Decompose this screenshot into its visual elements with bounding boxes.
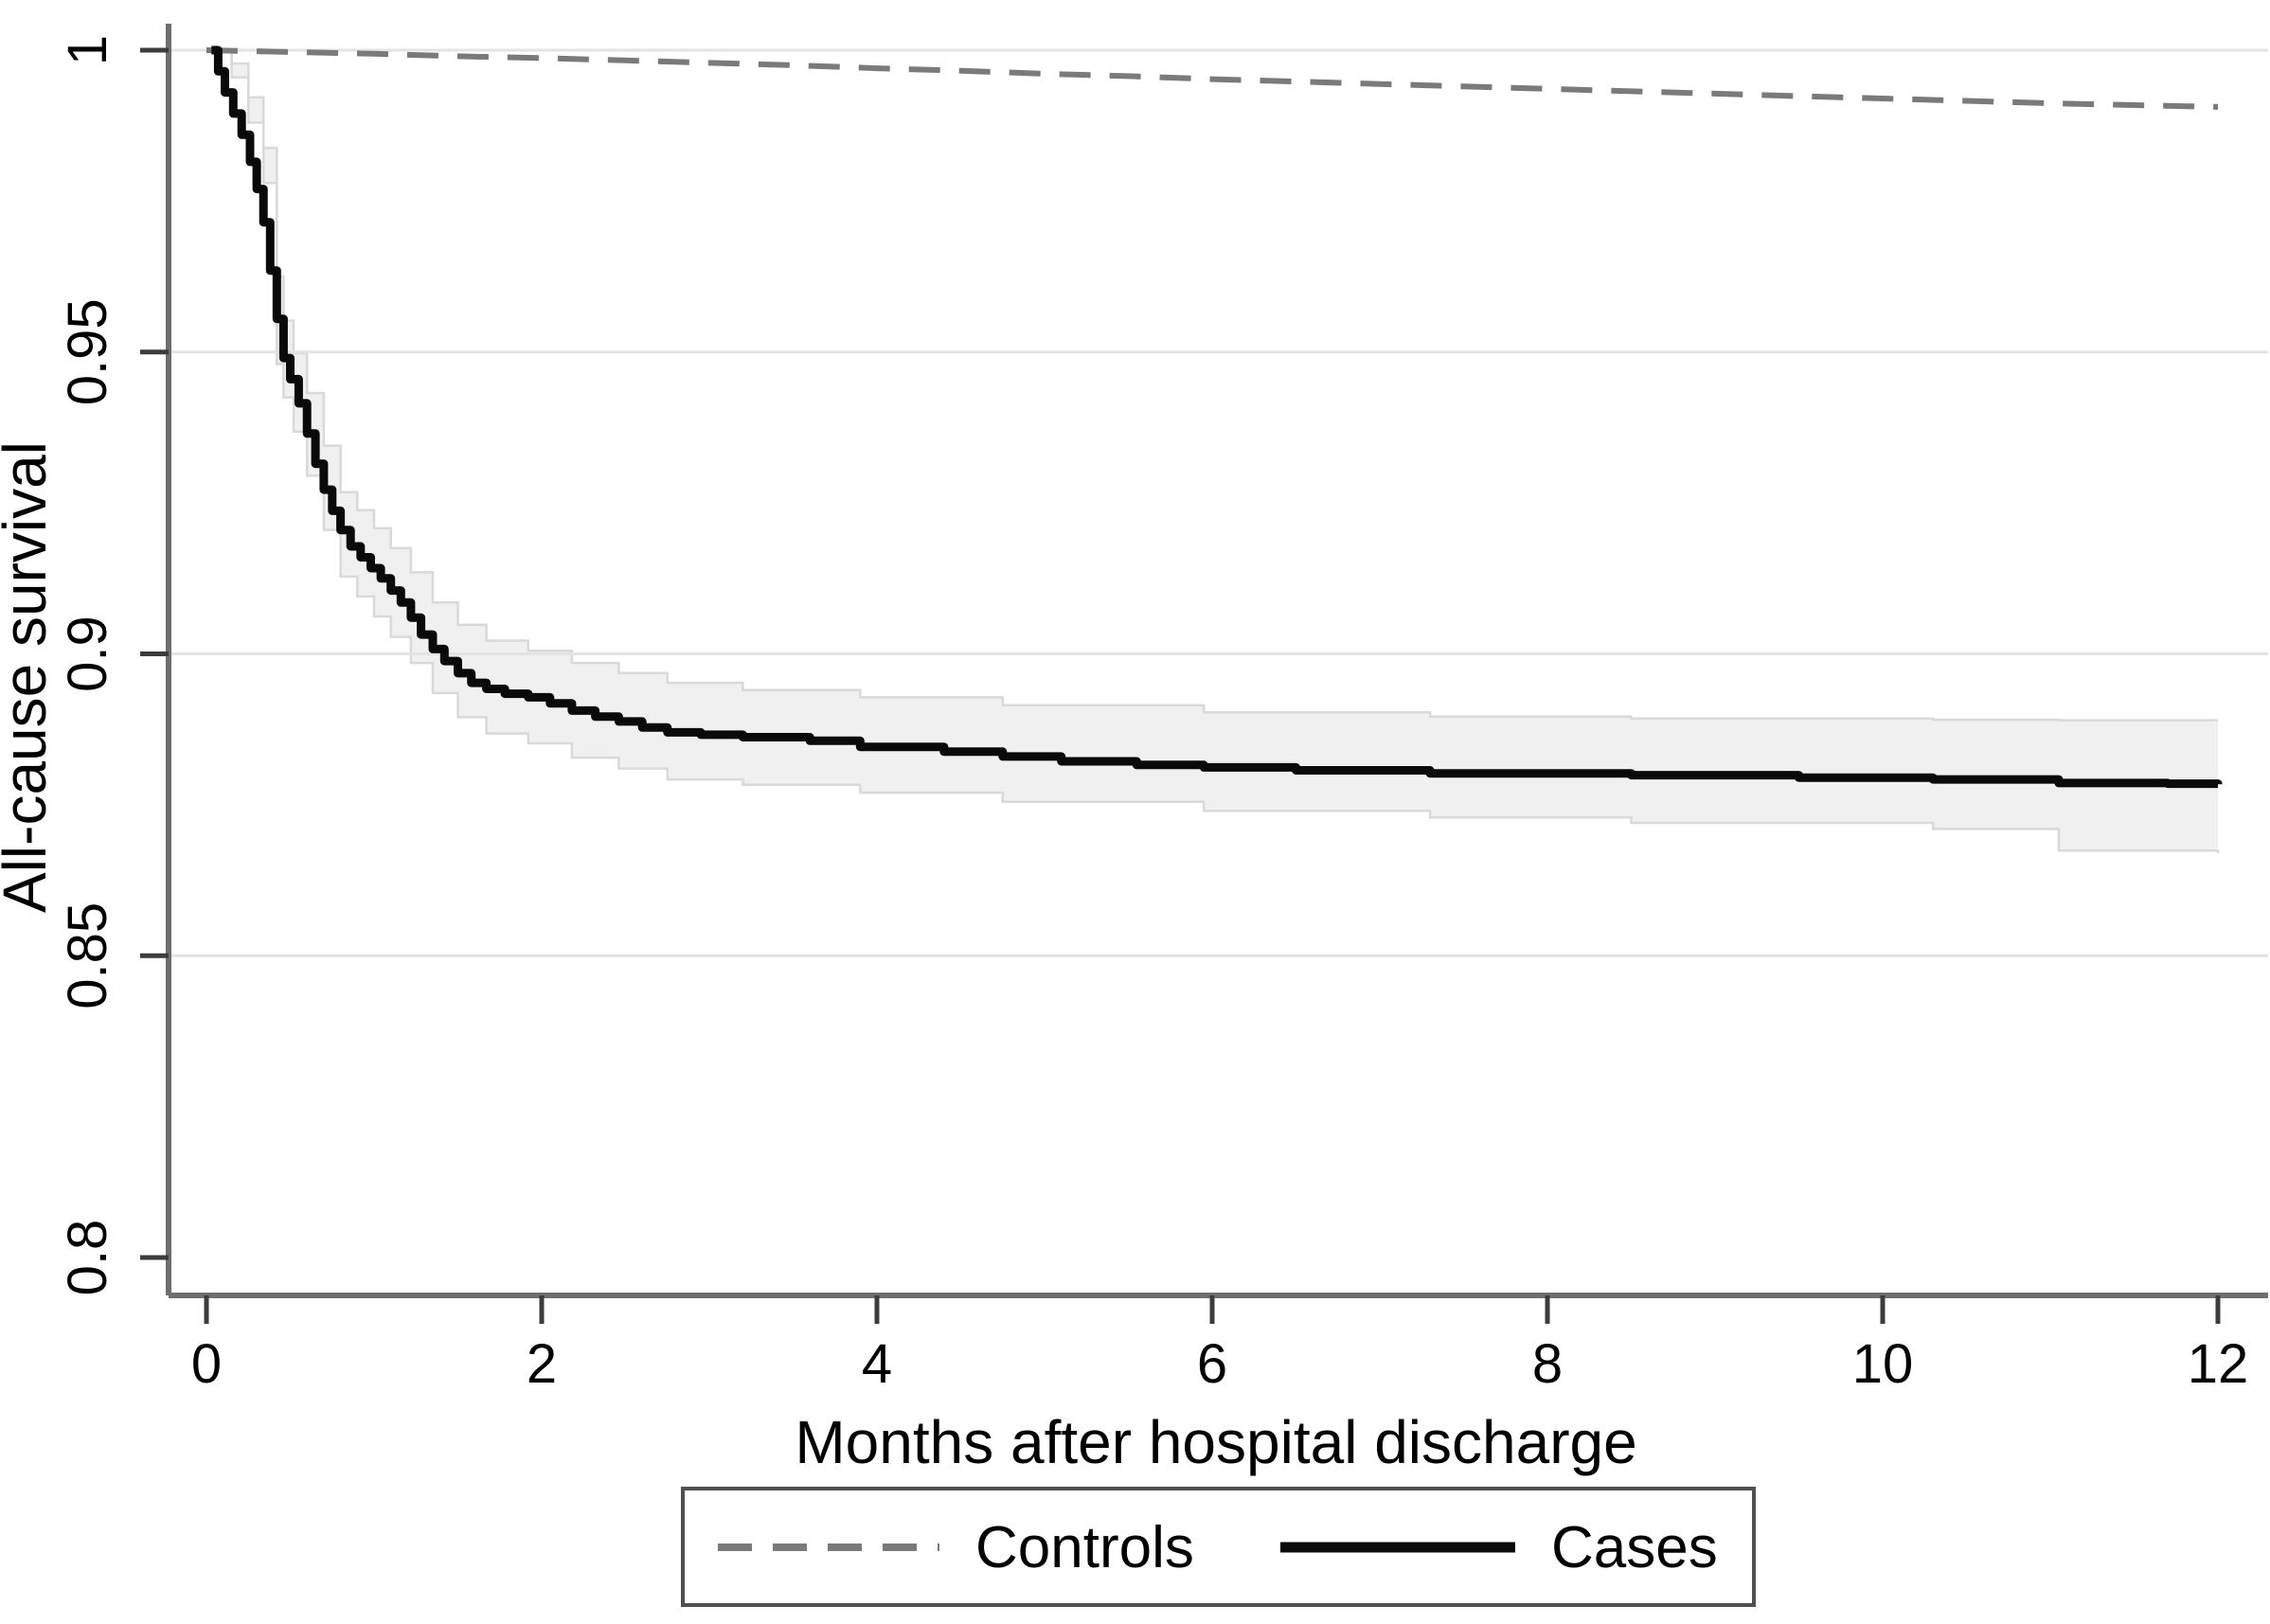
x-tick-label: 10 <box>1852 1333 1914 1395</box>
series-layer <box>206 45 2223 789</box>
y-tick-label: 1 <box>57 35 118 65</box>
x-tick-label: 12 <box>2188 1333 2249 1395</box>
cases-curve <box>211 45 2223 789</box>
legend: Controls Cases <box>681 1487 1756 1607</box>
tick-layer: 1 0.95 0.9 0.85 0.8 0 2 4 6 8 10 12 <box>57 35 2248 1395</box>
x-tick-label: 6 <box>1197 1333 1227 1395</box>
y-tick-label: 0.9 <box>57 616 118 692</box>
x-tick-label: 2 <box>527 1333 557 1395</box>
gridline-layer <box>169 48 2268 957</box>
y-axis-title: All-cause survival <box>0 441 59 913</box>
x-axis-title: Months after hospital discharge <box>795 1408 1636 1476</box>
x-tick-label: 8 <box>1532 1333 1563 1395</box>
legend-controls-label: Controls <box>975 1515 1194 1580</box>
axes-layer <box>166 24 2268 1298</box>
confidence-band-layer <box>214 48 2220 853</box>
y-tick-label: 0.95 <box>57 298 118 405</box>
x-tick-label: 4 <box>862 1333 892 1395</box>
cases-ci-lower-edge <box>214 48 2220 853</box>
cases-confidence-band <box>214 50 2218 853</box>
y-tick-label: 0.8 <box>57 1220 118 1296</box>
legend-cases-label: Cases <box>1551 1515 1718 1580</box>
controls-curve <box>206 47 2219 110</box>
y-tick-label: 0.85 <box>57 902 118 1009</box>
cases-ci-upper-edge <box>214 48 2218 722</box>
x-tick-label: 0 <box>191 1333 222 1395</box>
